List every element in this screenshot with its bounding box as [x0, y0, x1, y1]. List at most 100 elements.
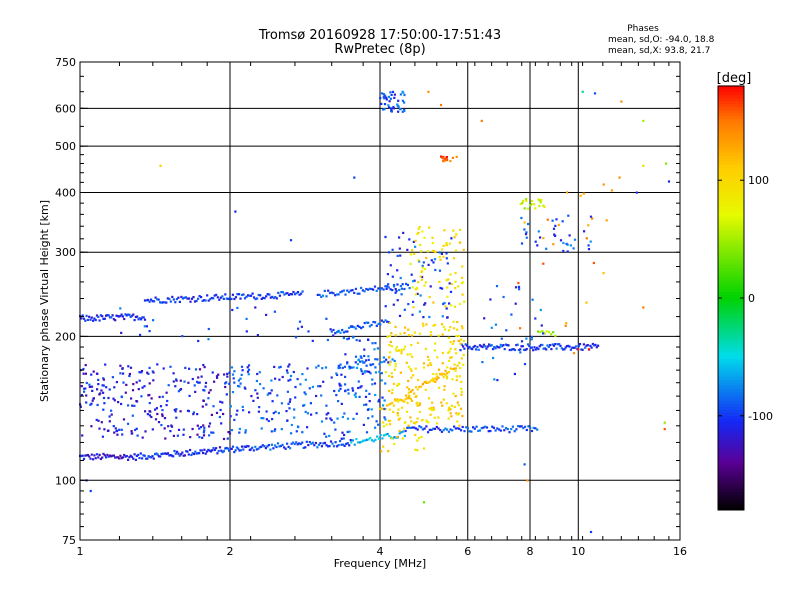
- echo-point: [88, 385, 91, 388]
- echo-point: [585, 344, 588, 347]
- echo-point: [403, 434, 406, 437]
- echo-point: [260, 427, 263, 430]
- echo-point: [374, 366, 377, 369]
- echo-point: [387, 251, 391, 254]
- echo-point: [266, 293, 269, 296]
- echo-point: [260, 417, 263, 420]
- echo-point: [85, 381, 88, 385]
- echo-point: [82, 317, 86, 320]
- echo-point: [156, 453, 159, 456]
- echo-point: [387, 403, 390, 406]
- echo-point: [414, 433, 417, 437]
- echo-point: [494, 347, 497, 350]
- echo-point: [162, 301, 165, 304]
- echo-point: [92, 370, 95, 373]
- echo-point: [344, 330, 347, 333]
- echo-point: [120, 428, 123, 431]
- echo-point: [441, 404, 444, 407]
- echo-point: [359, 386, 362, 389]
- echo-point: [552, 331, 555, 334]
- echo-point: [172, 434, 175, 437]
- echo-point: [161, 413, 164, 416]
- echo-point: [460, 282, 464, 285]
- echo-point: [250, 294, 253, 297]
- echo-point: [430, 363, 433, 367]
- colorbar-segment: [718, 460, 744, 465]
- echo-point: [346, 430, 349, 434]
- echo-point: [268, 293, 271, 296]
- echo-point: [414, 288, 417, 291]
- echo-point: [225, 393, 228, 396]
- echo-point: [252, 399, 255, 402]
- echo-point: [559, 344, 562, 347]
- echo-point: [181, 335, 184, 338]
- echo-point: [589, 530, 593, 534]
- echo-point: [407, 391, 410, 394]
- echo-point: [231, 391, 235, 394]
- echo-point: [416, 341, 420, 345]
- echo-point: [237, 379, 240, 382]
- echo-point: [407, 328, 410, 331]
- echo-point: [525, 199, 528, 202]
- echo-point: [505, 329, 508, 332]
- echo-point: [389, 91, 392, 94]
- echo-point: [438, 269, 442, 272]
- echo-point: [460, 387, 463, 390]
- echo-point: [542, 347, 545, 350]
- echo-point: [95, 314, 99, 317]
- echo-point: [189, 448, 192, 452]
- echo-point: [543, 347, 546, 350]
- echo-point: [131, 432, 134, 435]
- echo-point: [432, 301, 435, 304]
- echo-point: [102, 391, 105, 394]
- colorbar-segment: [718, 152, 744, 156]
- echo-point: [471, 348, 474, 351]
- echo-point: [119, 307, 122, 310]
- echo-point: [579, 194, 582, 197]
- colorbar-segment: [718, 200, 744, 205]
- echo-point: [397, 400, 400, 403]
- echo-point: [179, 388, 182, 392]
- echo-point: [496, 379, 499, 382]
- echo-point: [447, 370, 450, 374]
- echo-point: [84, 364, 87, 367]
- echo-point: [225, 446, 228, 450]
- echo-point: [240, 445, 244, 448]
- echo-point: [405, 410, 409, 413]
- echo-point: [240, 293, 244, 297]
- echo-point: [227, 297, 230, 301]
- echo-point: [317, 385, 320, 388]
- echo-point: [263, 445, 266, 448]
- echo-point: [411, 249, 414, 252]
- echo-point: [186, 297, 189, 300]
- echo-point: [406, 396, 409, 399]
- echo-point: [384, 433, 387, 436]
- echo-point: [389, 97, 392, 100]
- echo-point: [309, 402, 312, 405]
- echo-point: [237, 384, 240, 388]
- echo-point: [108, 316, 112, 319]
- echo-point: [335, 394, 338, 397]
- echo-point: [158, 395, 161, 399]
- echo-point: [409, 353, 412, 356]
- colorbar-segment: [718, 297, 744, 302]
- colorbar-segment: [718, 400, 744, 404]
- echo-point: [365, 364, 368, 367]
- echo-point: [386, 273, 389, 276]
- echo-point: [442, 156, 445, 159]
- echo-point: [382, 108, 385, 111]
- echo-point: [265, 418, 268, 421]
- echo-point: [587, 248, 591, 251]
- echo-point: [575, 345, 578, 348]
- echo-point: [165, 452, 168, 456]
- echo-point: [139, 333, 142, 336]
- echo-point: [524, 233, 528, 236]
- colorbar-segment: [718, 421, 744, 426]
- echo-point: [482, 426, 485, 429]
- echo-point: [357, 441, 360, 444]
- colorbar-segment: [718, 115, 744, 120]
- colorbar-segment: [718, 145, 744, 150]
- echo-point: [148, 402, 151, 405]
- echo-point: [375, 289, 378, 292]
- echo-point: [461, 327, 464, 330]
